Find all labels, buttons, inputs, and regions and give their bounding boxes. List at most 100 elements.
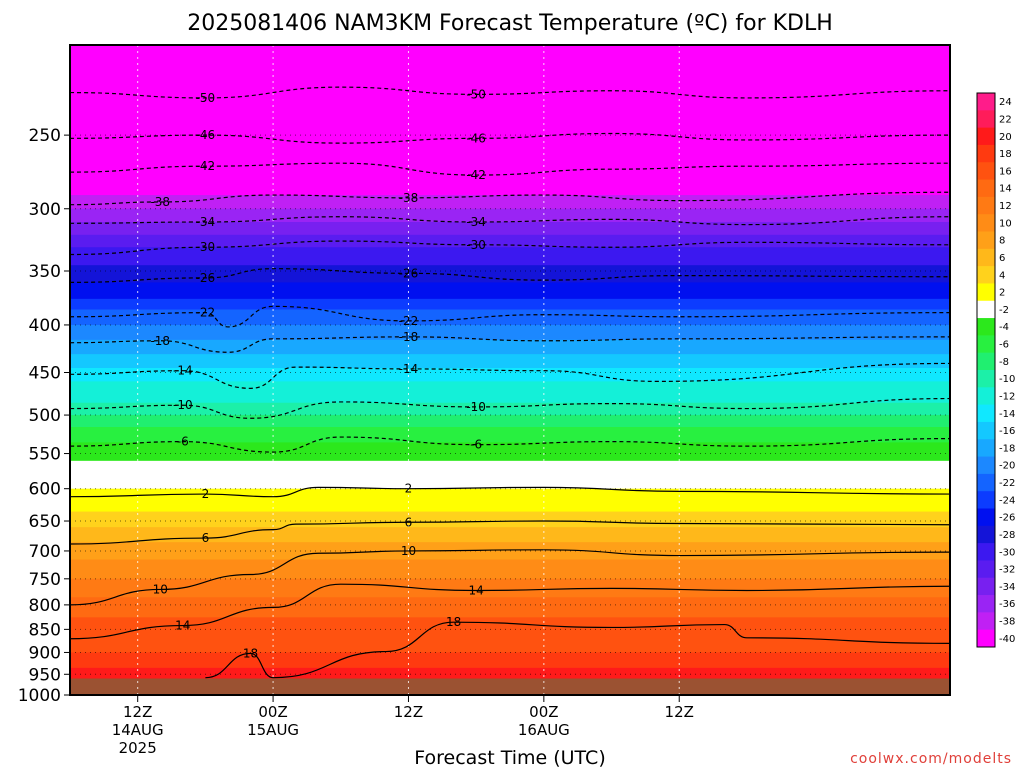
field-band <box>70 344 950 351</box>
field-band <box>70 110 950 120</box>
field-band <box>70 467 950 473</box>
y-tick-label: 500 <box>29 406 61 426</box>
y-tick-label: 850 <box>29 620 61 640</box>
field-band <box>70 638 950 642</box>
colorbar-tick-label: 22 <box>999 114 1012 125</box>
colorbar-tick-label: -28 <box>999 530 1015 541</box>
x-tick-label: 14AUG <box>112 721 164 739</box>
field-band <box>70 542 950 546</box>
field-band <box>70 517 950 522</box>
field-band <box>70 74 950 85</box>
field-band <box>70 221 950 230</box>
contour-label: -14 <box>399 362 419 376</box>
y-tick-label: 600 <box>29 480 61 500</box>
colorbar-tick-label: 6 <box>999 253 1005 264</box>
field-band <box>70 282 950 289</box>
field-band <box>70 514 950 519</box>
y-tick-label: 450 <box>29 364 61 384</box>
field-band <box>70 118 950 128</box>
colorbar-tick-label: -14 <box>999 409 1015 420</box>
contour-line <box>70 336 950 353</box>
contour-label: 14 <box>469 583 484 597</box>
field-band <box>70 173 950 182</box>
x-tick-label: 16AUG <box>518 721 570 739</box>
colorbar-tick-label: 16 <box>999 166 1012 177</box>
colorbar-tick-label: -16 <box>999 426 1015 437</box>
colorbar-swatch <box>977 352 995 371</box>
field-band <box>70 304 950 311</box>
colorbar-swatch <box>977 248 995 267</box>
field-band <box>70 629 950 633</box>
contour-label: -38 <box>150 195 170 209</box>
colorbar-tick-label: -20 <box>999 461 1015 472</box>
field-band <box>70 201 950 210</box>
field-band <box>70 449 950 455</box>
field-band <box>70 631 950 635</box>
x-tick-label: 12Z <box>123 703 152 721</box>
colorbar-tick-label: -22 <box>999 478 1015 489</box>
contour-label: -10 <box>466 400 486 414</box>
x-tick-label: 00Z <box>258 703 287 721</box>
contour-label: -42 <box>466 168 486 182</box>
field-band <box>70 614 950 618</box>
field-band <box>70 358 950 365</box>
colorbar-swatch <box>977 456 995 475</box>
temperature-field <box>70 45 950 695</box>
field-band <box>70 672 950 675</box>
field-band <box>70 271 950 278</box>
colorbar-tick-label: -32 <box>999 565 1015 576</box>
field-band <box>70 650 950 654</box>
field-band <box>70 559 950 563</box>
field-band <box>70 674 950 678</box>
x-tick-label: 2025 <box>119 739 157 757</box>
colorbar-swatch <box>977 612 995 631</box>
contour-line <box>70 86 950 99</box>
field-band <box>70 573 950 577</box>
field-band <box>70 430 950 436</box>
colorbar-tick-label: -30 <box>999 547 1015 558</box>
field-band <box>70 166 950 175</box>
field-band <box>70 423 950 428</box>
colorbar-swatch <box>977 560 995 579</box>
field-band <box>70 54 950 66</box>
contour-line <box>70 162 950 176</box>
colorbar-tick-label: -6 <box>999 340 1009 351</box>
field-band <box>70 539 950 543</box>
colorbar-swatch <box>977 110 995 129</box>
field-band <box>70 265 950 272</box>
field-band <box>70 643 950 647</box>
contour-label: -50 <box>196 91 216 105</box>
colorbar-tick-label: 10 <box>999 218 1012 229</box>
field-band <box>70 319 950 326</box>
field-band <box>70 426 950 432</box>
field-band <box>70 624 950 628</box>
contour-line <box>205 621 950 679</box>
colorbar-tick-label: 4 <box>999 270 1005 281</box>
field-band <box>70 626 950 630</box>
field-band <box>70 508 950 513</box>
colorbar-swatch <box>977 629 995 648</box>
contour-label: -38 <box>399 191 419 205</box>
field-band <box>70 550 950 555</box>
field-band <box>70 464 950 469</box>
colorbar-swatch <box>977 595 995 613</box>
pressure-axis: 250 300 350 400 450 500 550 600 650 700 750 800 850 9… <box>18 126 70 706</box>
colorbar-tick-label: 8 <box>999 236 1005 247</box>
colorbar-swatch <box>977 421 995 440</box>
field-band <box>70 83 950 94</box>
field-band <box>70 667 950 671</box>
contour-label: -46 <box>196 128 216 142</box>
colorbar-tick-label: -40 <box>999 634 1015 645</box>
field-band <box>70 654 950 658</box>
field-band <box>70 562 950 566</box>
field-band <box>70 567 950 572</box>
field-band <box>70 481 950 486</box>
field-band <box>70 505 950 509</box>
colorbar-swatch <box>977 196 995 215</box>
field-band <box>70 511 950 516</box>
field-band <box>70 609 950 613</box>
field-band <box>70 143 950 152</box>
contour-label: -34 <box>196 215 216 229</box>
field-band <box>70 101 950 111</box>
field-band <box>70 492 950 496</box>
